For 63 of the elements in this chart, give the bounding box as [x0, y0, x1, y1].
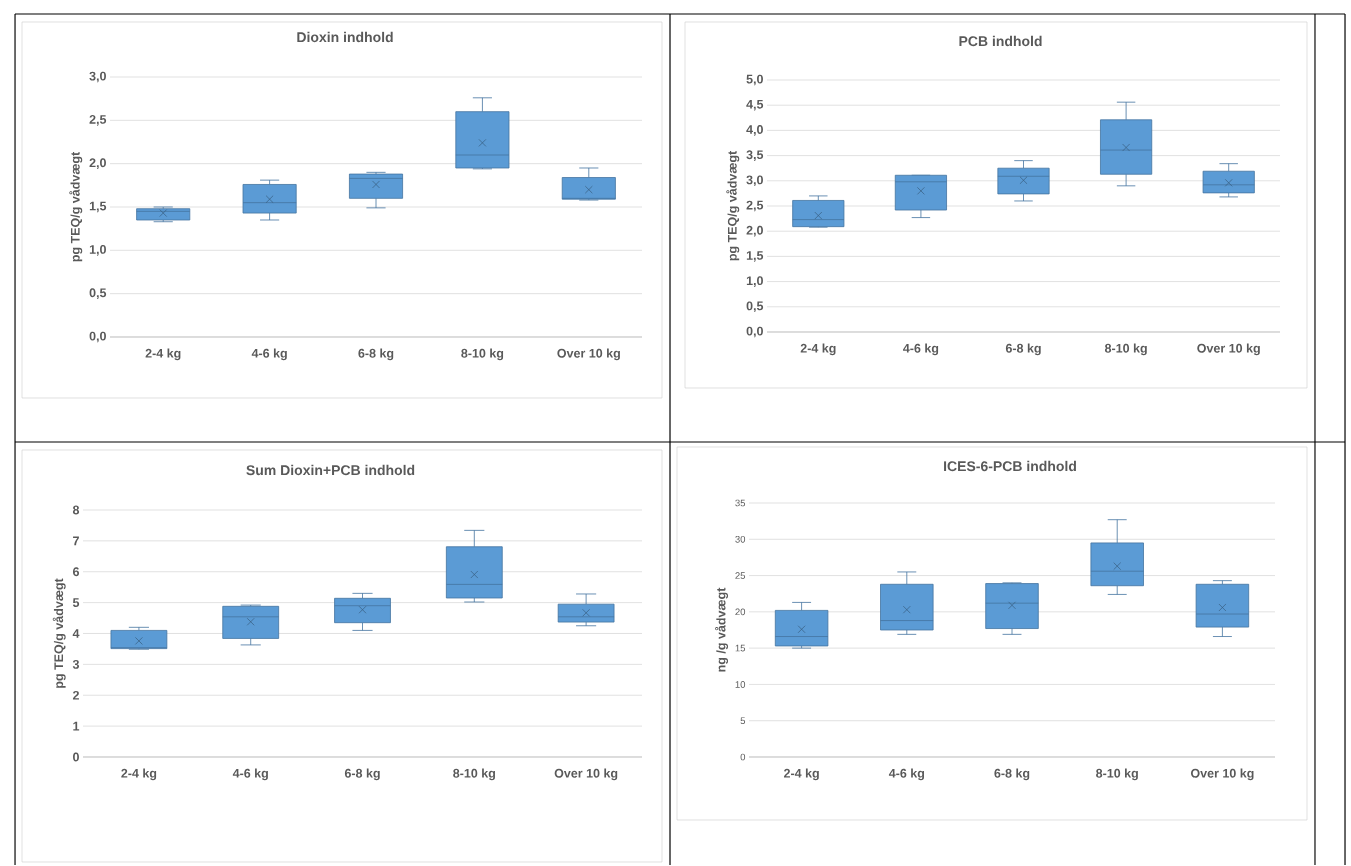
- y-tick-label: 1: [73, 722, 80, 731]
- x-tick-label: 2-4 kg: [800, 343, 836, 356]
- y-tick-label: 0: [73, 752, 79, 762]
- chart-title: ICES-6-PCB indhold: [944, 461, 1076, 472]
- chart-title: Dioxin indhold: [297, 32, 393, 43]
- y-tick-label: 4: [72, 629, 80, 638]
- y-tick-label: 7: [73, 536, 79, 546]
- y-tick-label: 3,5: [746, 150, 764, 162]
- x-tick-label: 8-10 kg: [453, 768, 495, 781]
- x-tick-label: 8-10 kg: [1104, 343, 1147, 356]
- y-tick-label: 1,0: [89, 245, 106, 256]
- x-tick-label: 4-6 kg: [251, 348, 287, 361]
- y-tick-label: 2: [72, 691, 79, 700]
- x-tick-label: 4-6 kg: [232, 768, 268, 781]
- x-tick-label: Over 10 kg: [1190, 768, 1254, 781]
- y-tick-label: 0,5: [89, 288, 107, 300]
- y-tick-label: 1,0: [746, 276, 763, 288]
- y-tick-label: 3,0: [746, 175, 763, 187]
- y-tick-label: 25: [735, 572, 746, 580]
- y-tick-label: 2,0: [89, 158, 106, 170]
- x-tick-label: 6-8 kg: [344, 768, 380, 781]
- x-tick-label: Over 10 kg: [554, 768, 618, 781]
- y-tick-label: 0,5: [746, 301, 764, 313]
- y-tick-label: 3: [72, 660, 80, 670]
- x-tick-label: 4-6 kg: [888, 768, 925, 781]
- y-axis-title: pg TEQ/g vådvægt: [69, 152, 83, 262]
- x-tick-label: 6-8 kg: [358, 348, 394, 361]
- y-tick-label: 8: [72, 505, 80, 515]
- y-axis-title: ng /g vådvægt: [715, 587, 729, 672]
- y-tick-label: 3,0: [89, 71, 106, 83]
- y-tick-label: 6: [72, 567, 80, 577]
- x-tick-label: Over 10 kg: [557, 348, 620, 361]
- x-tick-label: 2-4 kg: [783, 768, 819, 781]
- y-tick-label: 0: [740, 753, 746, 761]
- y-axis-title: pg TEQ/g vådvægt: [52, 578, 66, 689]
- y-tick-label: 1,5: [746, 251, 764, 262]
- y-tick-label: 15: [735, 645, 746, 652]
- x-tick-label: 2-4 kg: [145, 348, 181, 361]
- y-tick-label: 2,0: [746, 226, 763, 237]
- x-tick-label: 2-4 kg: [121, 768, 157, 781]
- x-tick-label: 4-6 kg: [903, 343, 939, 356]
- y-tick-label: 2,5: [89, 115, 107, 126]
- y-tick-label: 30: [735, 536, 746, 543]
- y-tick-label: 5: [740, 717, 746, 725]
- y-tick-label: 0,0: [89, 331, 106, 343]
- x-tick-label: 8-10 kg: [461, 348, 504, 361]
- y-tick-label: 10: [735, 681, 746, 688]
- y-tick-label: 35: [735, 499, 746, 507]
- y-tick-label: 1,5: [89, 201, 107, 213]
- x-tick-label: 6-8 kg: [1005, 343, 1041, 356]
- x-tick-label: 6-8 kg: [994, 768, 1030, 781]
- y-tick-label: 4,5: [746, 100, 764, 111]
- y-tick-label: 20: [735, 608, 746, 616]
- y-tick-label: 5: [72, 598, 80, 608]
- y-axis-title: pg TEQ/g vådvægt: [726, 151, 740, 261]
- x-tick-label: Over 10 kg: [1197, 343, 1260, 356]
- y-tick-label: 5,0: [746, 74, 763, 86]
- y-tick-label: 4,0: [746, 125, 763, 136]
- x-tick-label: 8-10 kg: [1096, 768, 1138, 781]
- y-tick-label: 0,0: [746, 326, 763, 338]
- chart-title: PCB indhold: [959, 36, 1042, 47]
- y-tick-label: 2,5: [746, 200, 764, 212]
- chart-title: Sum Dioxin+PCB indhold: [246, 465, 415, 476]
